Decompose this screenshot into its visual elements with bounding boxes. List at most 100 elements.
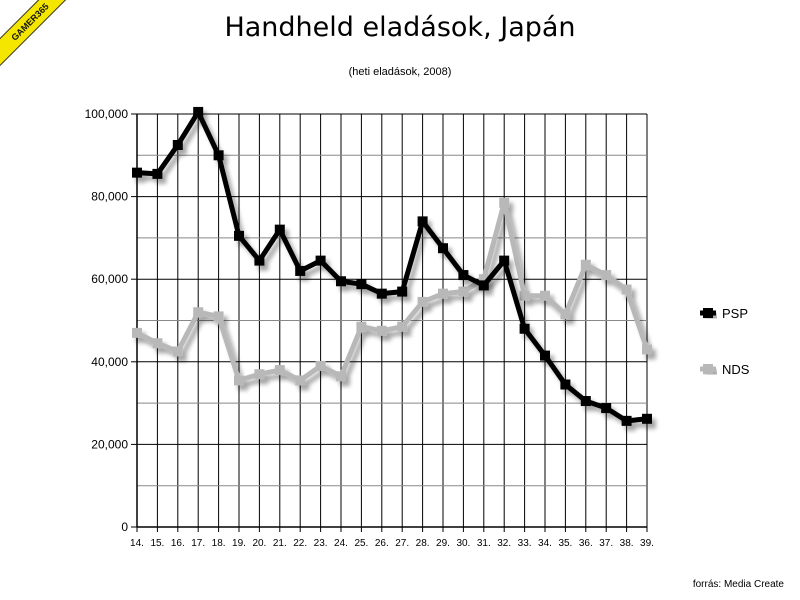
y-tick-label: 80,000: [91, 190, 128, 204]
x-tick-label: 36.: [579, 538, 593, 549]
x-tick-label: 16.: [171, 538, 185, 549]
data-point-psp: [478, 280, 489, 291]
data-point-nds: [519, 290, 530, 301]
data-point-nds: [356, 321, 367, 332]
data-point-psp: [642, 413, 652, 424]
legend-marker-nds: [700, 364, 716, 374]
x-tick-label: 24.: [334, 538, 348, 549]
data-point-nds: [438, 288, 448, 299]
x-tick-label: 15.: [150, 538, 164, 549]
x-tick-label: 20.: [252, 538, 266, 549]
data-point-nds: [540, 290, 550, 301]
data-point-nds: [152, 338, 163, 349]
data-point-nds: [132, 327, 142, 338]
x-tick-label: 23.: [314, 538, 328, 549]
data-point-nds: [417, 296, 428, 307]
data-point-nds: [621, 284, 632, 295]
data-point-nds: [274, 365, 285, 376]
x-tick-label: 28.: [416, 538, 430, 549]
data-point-psp: [540, 350, 550, 361]
data-point-nds: [580, 259, 591, 270]
data-point-psp: [336, 276, 346, 287]
legend-square: [703, 308, 713, 318]
data-point-nds: [458, 286, 469, 297]
y-tick-label: 60,000: [91, 272, 128, 286]
data-point-nds: [336, 371, 346, 382]
x-tick-label: 30.: [456, 538, 470, 549]
x-tick-label: 35.: [558, 538, 572, 549]
data-point-nds: [254, 369, 265, 380]
data-point-nds: [315, 360, 326, 371]
chart-title: Handheld eladások, Japán: [224, 12, 576, 43]
x-tick-label: 31.: [477, 538, 491, 549]
data-point-psp: [234, 230, 244, 241]
x-tick-label: 39.: [640, 538, 654, 549]
data-point-psp: [621, 415, 632, 426]
data-point-psp: [315, 255, 326, 266]
series-line-psp: [134, 109, 650, 424]
grid: [136, 113, 648, 528]
data-point-nds: [560, 309, 571, 320]
x-tick-label: 27.: [395, 538, 409, 549]
legend-square: [703, 364, 713, 374]
data-point-psp: [438, 243, 448, 254]
x-tick-label: 25.: [354, 538, 368, 549]
x-tick-label: 17.: [191, 538, 205, 549]
data-point-nds: [376, 325, 387, 336]
data-point-nds: [172, 346, 183, 357]
legend-marker-psp: [700, 308, 716, 318]
data-point-nds: [499, 197, 510, 208]
x-tick-label: 21.: [273, 538, 287, 549]
data-point-psp: [601, 403, 612, 414]
data-point-psp: [132, 167, 142, 178]
y-tick-label: 100,000: [85, 107, 129, 121]
y-tick-label: 20,000: [91, 437, 128, 451]
chart-subtitle: (heti eladások, 2008): [348, 66, 452, 78]
x-tick-label: 34.: [538, 538, 552, 549]
data-point-psp: [519, 323, 530, 334]
data-point-psp: [560, 379, 571, 390]
data-point-nds: [397, 321, 408, 332]
x-tick-label: 22.: [293, 538, 307, 549]
data-point-nds: [213, 311, 224, 322]
data-point-psp: [152, 168, 163, 179]
data-point-nds: [295, 375, 306, 386]
x-tick-label: 26.: [375, 538, 389, 549]
data-point-psp: [397, 286, 408, 297]
y-tick-label: 0: [121, 520, 128, 534]
x-tick-label: 38.: [620, 538, 634, 549]
x-tick-label: 14.: [130, 538, 144, 549]
data-point-psp: [254, 255, 265, 266]
data-point-psp: [193, 106, 204, 117]
x-tick-label: 32.: [497, 538, 511, 549]
data-point-psp: [417, 216, 428, 227]
x-tick-label: 29.: [436, 538, 450, 549]
series-group: [132, 106, 652, 426]
data-point-psp: [213, 150, 224, 161]
legend-label-nds: NDS: [722, 362, 750, 377]
x-tick-label: 19.: [232, 538, 246, 549]
data-point-nds: [234, 375, 244, 386]
data-point-psp: [356, 279, 367, 290]
data-point-psp: [172, 139, 183, 150]
data-point-nds: [642, 344, 652, 355]
data-point-psp: [580, 396, 591, 407]
x-tick-label: 37.: [599, 538, 613, 549]
x-tick-label: 18.: [212, 538, 226, 549]
data-point-nds: [478, 274, 489, 285]
series-nds: [132, 197, 652, 386]
legend: PSP NDS: [700, 306, 750, 377]
data-point-psp: [376, 288, 387, 299]
y-tick-label: 40,000: [91, 355, 128, 369]
data-point-nds: [193, 307, 204, 318]
source-note: forrás: Media Create: [692, 579, 784, 590]
data-point-nds: [601, 270, 612, 281]
series-psp: [132, 106, 652, 426]
data-point-psp: [499, 255, 510, 266]
data-point-psp: [295, 265, 306, 276]
x-tick-label: 33.: [518, 538, 532, 549]
legend-label-psp: PSP: [722, 306, 748, 321]
data-point-psp: [458, 270, 469, 281]
data-point-psp: [274, 224, 285, 235]
